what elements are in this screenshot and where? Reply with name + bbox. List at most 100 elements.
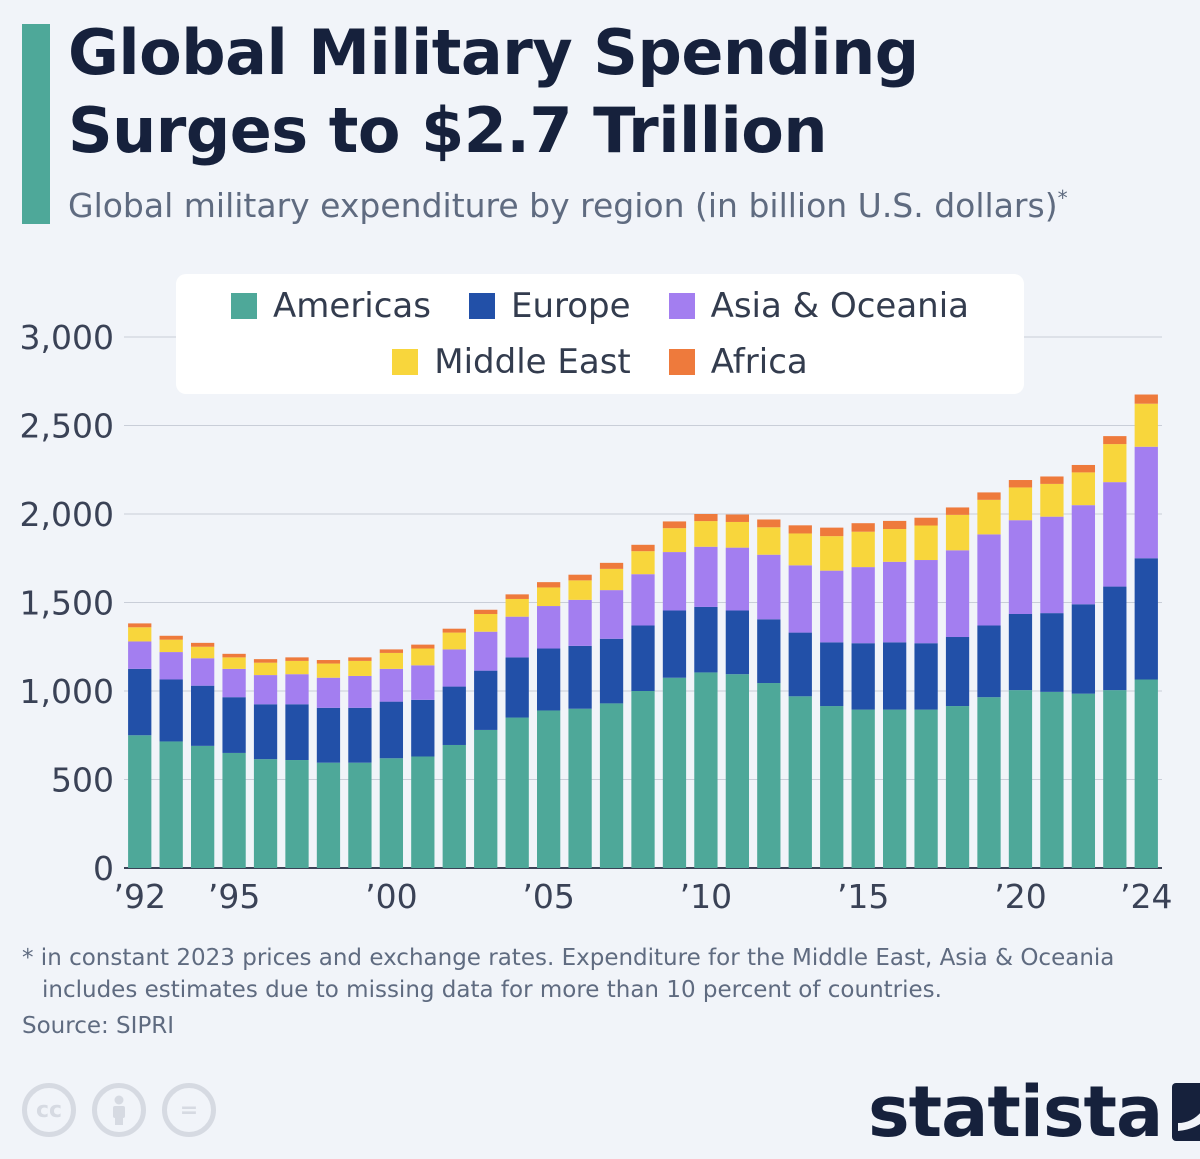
bar-segment xyxy=(505,616,529,658)
bar-segment xyxy=(285,657,309,661)
bar-segment xyxy=(128,668,152,736)
bar-segment xyxy=(285,760,309,868)
legend-item-middle-east: Middle East xyxy=(392,342,631,382)
bar-segment xyxy=(1134,394,1158,404)
x-tick-label: ’15 xyxy=(837,877,889,916)
bar-segment xyxy=(694,546,718,607)
bar-segment xyxy=(442,649,466,687)
bar-segment xyxy=(1008,690,1033,868)
bar-segment xyxy=(411,648,435,666)
legend-row-2: Middle East Africa xyxy=(176,342,1024,382)
bar-segment xyxy=(914,525,938,561)
bar-segment xyxy=(788,525,812,534)
bar-segment xyxy=(505,717,529,868)
no-derivatives-icon[interactable]: = xyxy=(162,1083,216,1137)
bar-segment xyxy=(474,609,498,615)
statista-brand[interactable]: statista xyxy=(868,1072,1200,1152)
bar-segment xyxy=(914,709,938,868)
legend-row-1: Americas Europe Asia & Oceania xyxy=(176,286,1024,326)
bar-segment xyxy=(662,552,687,611)
bar-segment xyxy=(253,662,278,676)
bar-segment xyxy=(725,674,750,868)
license-icons: cc = xyxy=(22,1083,216,1137)
bar-segment xyxy=(316,660,341,664)
bar-segment xyxy=(883,529,907,562)
bar-segment xyxy=(537,587,561,607)
bar-segment xyxy=(914,560,938,644)
bar-segment xyxy=(379,701,404,759)
legend-label-asia-oceania: Asia & Oceania xyxy=(710,286,969,326)
legend-swatch-europe xyxy=(468,293,495,319)
bar-segment xyxy=(348,660,372,676)
bar-segment xyxy=(316,677,341,708)
bar-segment xyxy=(788,696,812,868)
bar-segment xyxy=(662,528,687,553)
bar-segment xyxy=(1071,604,1096,694)
bar-segment xyxy=(757,554,781,620)
bar-segment xyxy=(662,521,687,529)
bar-segment xyxy=(505,598,529,617)
bar-segment xyxy=(820,570,844,643)
chart-legend: Americas Europe Asia & Oceania Middle Ea… xyxy=(176,274,1024,394)
bar-segment xyxy=(851,523,875,532)
brand-wordmark: statista xyxy=(868,1071,1163,1153)
bar-segment xyxy=(820,527,844,537)
legend-label-europe: Europe xyxy=(510,286,631,326)
bar-segment xyxy=(599,590,624,639)
legend-item-asia-oceania: Asia & Oceania xyxy=(668,286,969,326)
bar-segment xyxy=(725,521,750,548)
bar-segment xyxy=(474,729,498,868)
bar-segment xyxy=(977,499,1001,535)
bar-segment xyxy=(505,657,529,718)
bar-segment xyxy=(316,762,341,868)
bar-segment xyxy=(914,643,938,710)
bar-segment xyxy=(631,544,655,552)
footnote-line-1: * in constant 2023 prices and exchange r… xyxy=(22,945,1115,971)
x-tick-label: ’00 xyxy=(365,877,417,916)
legend-item-americas: Americas xyxy=(231,286,431,326)
bar-segment xyxy=(631,691,655,868)
bar-segment xyxy=(159,652,183,680)
bar-segment xyxy=(411,665,435,700)
legend-label-africa: Africa xyxy=(710,342,808,382)
bar-segment xyxy=(191,685,215,746)
bar-segment xyxy=(442,628,466,633)
bar-segment xyxy=(945,550,970,638)
bar-segment xyxy=(222,653,246,658)
bar-segment xyxy=(474,670,498,730)
bar-segment xyxy=(662,610,687,678)
bar-segment xyxy=(599,562,624,569)
bar-segment xyxy=(474,614,498,632)
bar-segment xyxy=(411,644,435,649)
attribution-icon[interactable] xyxy=(92,1083,146,1137)
bar-segment xyxy=(253,659,278,663)
legend-swatch-americas xyxy=(231,293,258,319)
bar-segment xyxy=(820,642,844,707)
subtitle-text: Global military expenditure by region (i… xyxy=(68,186,1058,225)
bar-segment xyxy=(159,635,183,640)
bar-segment xyxy=(285,660,309,675)
bar-segment xyxy=(1040,483,1064,517)
legend-swatch-africa xyxy=(668,349,695,375)
y-tick-label: 500 xyxy=(51,761,114,800)
bar-segment xyxy=(725,610,750,675)
cc-icon[interactable]: cc xyxy=(22,1083,76,1137)
bar-segment xyxy=(568,599,592,646)
bar-segment xyxy=(474,631,498,671)
bar-segment xyxy=(537,710,561,868)
bar-segment xyxy=(883,561,907,643)
bar-segment xyxy=(883,709,907,868)
bar-segment xyxy=(537,582,561,588)
bar-segment xyxy=(379,649,404,653)
title-line-2: Surges to $2.7 Trillion xyxy=(68,94,827,167)
legend-label-americas: Americas xyxy=(273,286,431,326)
bar-segment xyxy=(631,551,655,575)
bar-segment xyxy=(568,580,592,600)
bar-segment xyxy=(914,517,938,526)
bar-segment xyxy=(1040,516,1064,614)
legend-item-europe: Europe xyxy=(468,286,631,326)
bar-segment xyxy=(1071,693,1096,868)
statista-logo-icon xyxy=(1172,1083,1200,1141)
bar-segment xyxy=(1103,436,1127,445)
y-tick-label: 1,000 xyxy=(20,672,114,711)
